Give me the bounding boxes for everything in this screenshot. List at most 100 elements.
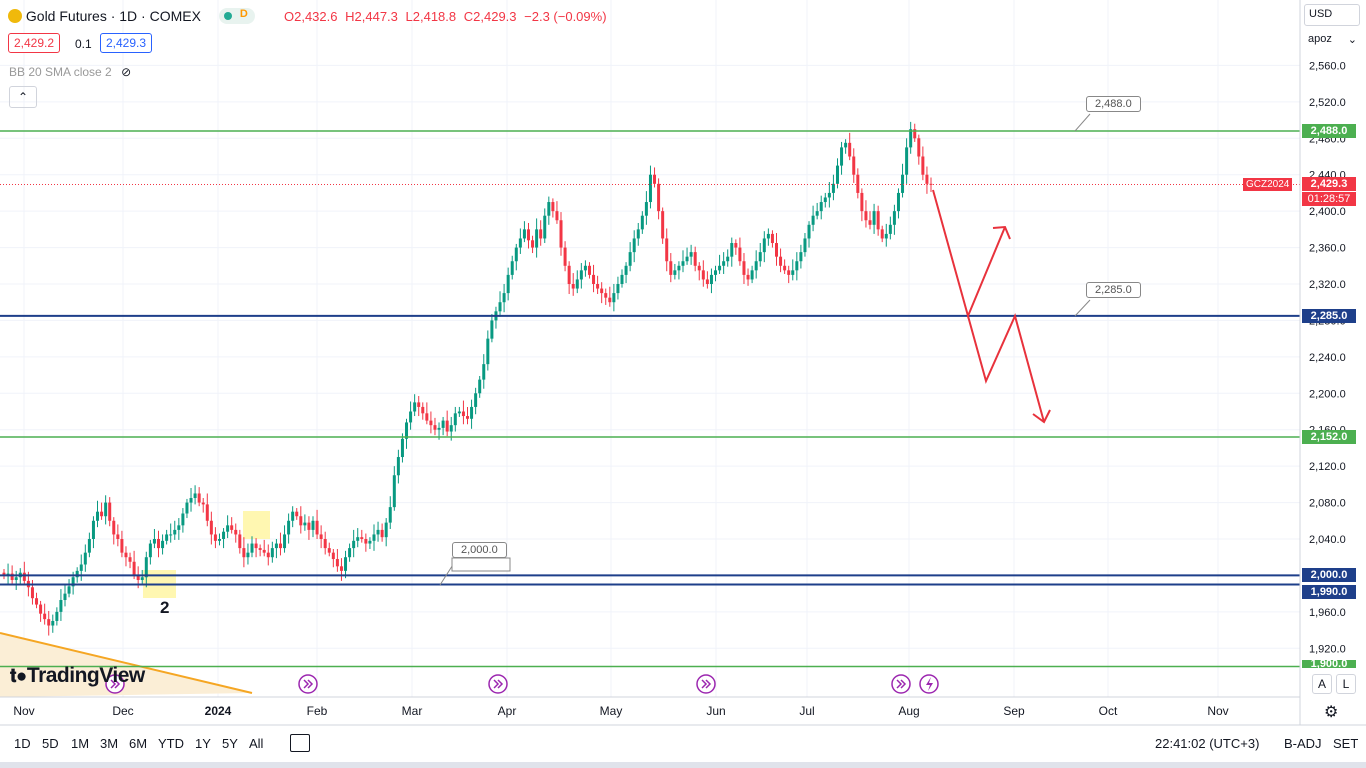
candle-body [571,284,575,289]
candle-body [278,543,282,549]
clock-time[interactable]: 22:41:02 (UTC+3) [1155,736,1260,751]
candle-body [83,552,87,565]
settings-gear-icon[interactable]: ⚙ [1324,704,1339,721]
candle-body [502,293,506,303]
candle-body [35,598,39,605]
candle-body [848,142,852,157]
candle-body [596,284,600,289]
callout-2488[interactable]: 2,488.0 [1086,96,1141,112]
level-tag-1990: 1,990.0 [1302,585,1356,599]
forecast-arrowhead-b [1032,409,1051,424]
candle-body [140,577,144,580]
candle-body [888,224,892,234]
time-axis: Nov Dec 2024 Feb Mar Apr May Jun Jul Aug Sep Oct Nov [0,674,1366,768]
candle-body [547,202,551,216]
candle-body [47,619,51,626]
callout-2285[interactable]: 2,285.0 [1086,282,1141,298]
candle-body [819,202,823,212]
candle-body [628,252,632,266]
timeframe-button[interactable]: 5D [42,736,59,751]
indicator-legend[interactable]: BB 20 SMA close 2 ⊘ [9,65,131,79]
date-range-icon[interactable] [290,734,310,752]
candle-body [348,548,352,558]
candle-body [608,297,612,303]
candle-body [360,537,364,539]
candle-body [71,577,75,587]
candle-body [189,498,193,503]
symbol-title[interactable]: Gold Futures · 1D · COMEX [25,8,201,24]
timeframe-button[interactable]: All [249,736,264,751]
candle-body [417,402,421,407]
candle-body [303,522,307,526]
candle-body [661,211,665,239]
change-value: −2.3 (−0.09%) [524,9,607,24]
candle-body [331,552,335,560]
auto-scale-button[interactable]: A [1312,674,1332,694]
candle-body [697,265,701,271]
candle-body [543,215,547,239]
ohlc-values: O2,432.6 H2,447.3 L2,418.8 C2,429.3 −2.3… [284,9,607,24]
candle-body [287,520,291,535]
candle-body [917,138,921,157]
adjustment-toggle[interactable]: B-ADJ [1284,736,1322,751]
candle-body [132,561,136,576]
currency-select[interactable]: USD [1304,4,1360,26]
candle-body [79,564,83,571]
candle-body [181,513,185,526]
buy-button[interactable]: 2,429.3 [100,33,153,53]
candle-body [705,279,709,284]
candle-body [738,247,742,262]
candle-body [791,270,795,275]
timeframe-button[interactable]: 1M [71,736,90,751]
timeframe-button[interactable]: 3M [100,736,119,751]
forecast-path-a [932,189,1006,320]
scale-mode-select[interactable]: apoz ⌄ [1308,33,1357,46]
candle-body [429,420,433,426]
timeframe-button[interactable]: YTD [158,736,184,751]
callout-pointer [1074,113,1091,132]
candle-body [311,520,315,530]
candle-body [197,493,201,503]
timeframe-button[interactable]: 6M [129,736,148,751]
candle-body [339,566,343,571]
candle-body [30,587,34,599]
collapse-legend-button[interactable]: ⌃ [9,86,37,108]
callout-2000[interactable]: 2,000.0 [452,542,507,558]
candle-body [441,420,445,428]
timeframe-button[interactable]: 5Y [222,736,238,751]
candle-body [840,147,844,166]
wave-label: 2 [160,598,170,617]
session-toggle[interactable]: SET [1333,736,1359,751]
timeframe-button[interactable]: 1D [14,736,31,751]
candle-body [896,192,900,212]
candle-body [238,534,242,549]
candle-body [185,502,189,514]
candle-body [653,174,657,184]
sell-button[interactable]: 2,429.2 [8,33,61,53]
candle-body [632,238,636,253]
candle-body [620,274,624,284]
symbol-header[interactable]: Gold Futures · 1D · COMEX D [8,8,255,24]
candle-body [758,252,762,262]
candle-body [283,534,287,549]
candle-body [807,224,811,239]
candle-body [693,252,697,266]
candle-body [152,539,156,544]
log-scale-button[interactable]: L [1336,674,1356,694]
x-tick-label: 2024 [205,704,232,718]
candle-body [39,604,43,614]
candle-body [766,233,770,239]
eye-hidden-icon[interactable]: ⊘ [121,65,132,79]
candle-body [526,229,530,241]
y-tick-label: 2,240.0 [1309,352,1346,364]
candle-body [453,413,457,426]
candle-body [799,252,803,262]
candle-body [413,402,417,412]
timeframe-button[interactable]: 1Y [195,736,211,751]
candle-body [551,202,555,212]
candle-body [205,504,209,521]
candle-body [522,229,526,239]
candle-body [433,425,437,430]
y-tick-label: 2,560.0 [1309,60,1346,72]
